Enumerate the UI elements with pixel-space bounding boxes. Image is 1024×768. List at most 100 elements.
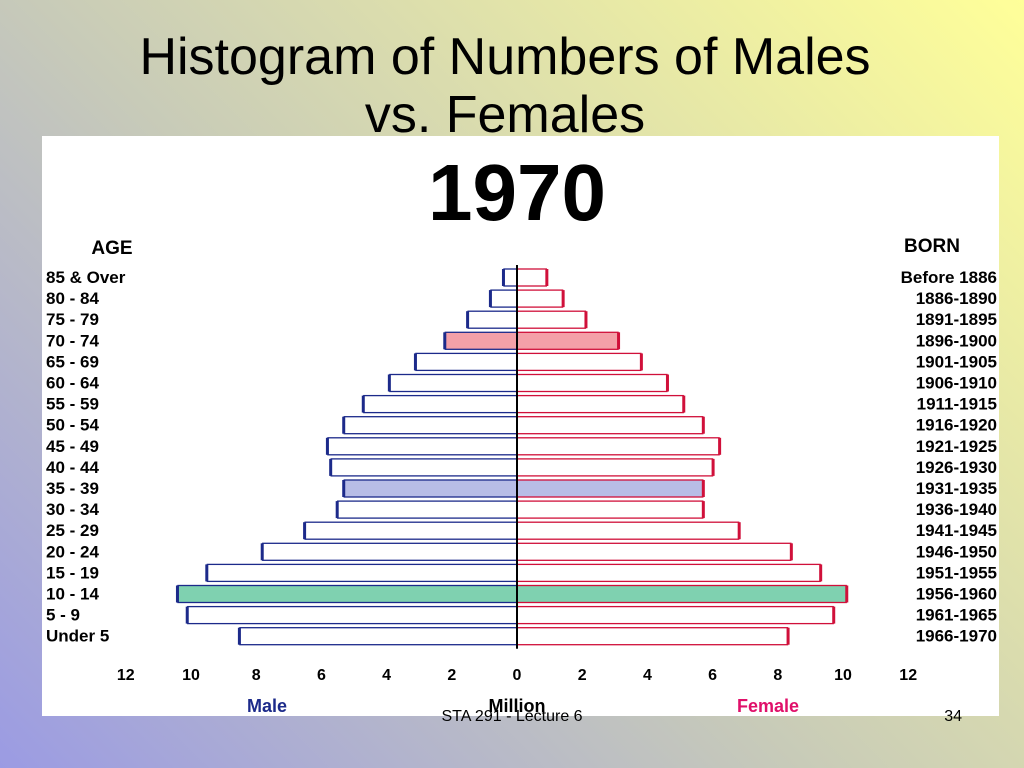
born-label: 1926-1930 (916, 458, 997, 477)
x-tick-label-right: 10 (834, 667, 852, 684)
male-bar (490, 289, 518, 308)
female-bar (516, 310, 587, 329)
female-bar-edge (789, 543, 793, 561)
female-bar (516, 627, 789, 646)
born-label: 1956-1960 (916, 585, 997, 604)
footer-text: STA 291 - Lecture 6 (441, 708, 583, 725)
born-label: 1891-1895 (916, 310, 997, 329)
female-bar (516, 500, 704, 519)
male-bar-edge (413, 353, 417, 371)
male-bar (304, 521, 518, 540)
male-bar (444, 331, 518, 350)
chart-title: 1970 (428, 148, 606, 237)
female-bar (516, 331, 619, 350)
slide-title: Histogram of Numbers of Males vs. Female… (0, 28, 1010, 144)
chart-panel: 1970 AGE BORN Million Male Female 85 & O… (42, 136, 999, 716)
age-label: 15 - 19 (46, 563, 99, 582)
male-bar-edge (185, 606, 189, 624)
female-bar-edge (617, 332, 621, 350)
born-label: 1936-1940 (916, 500, 997, 519)
male-bar-edge (488, 290, 492, 308)
male-bar-edge (329, 458, 333, 476)
female-bar-edge (711, 458, 715, 476)
born-label: 1906-1910 (916, 374, 997, 393)
male-bar (343, 479, 518, 498)
female-bar (516, 458, 714, 477)
female-bar-edge (665, 374, 669, 392)
female-bar-edge (819, 564, 823, 582)
born-label: 1896-1900 (916, 331, 997, 350)
female-bar-edge (682, 395, 686, 413)
male-bar-edge (361, 395, 365, 413)
male-bar-edge (260, 543, 264, 561)
slide-title-line1: Histogram of Numbers of Males (139, 28, 871, 86)
male-label: Male (247, 696, 287, 716)
age-label: 60 - 64 (46, 374, 99, 393)
female-bar (516, 584, 847, 604)
male-bar (343, 416, 518, 435)
male-bar-edge (303, 522, 307, 540)
age-label: 80 - 84 (46, 289, 99, 308)
x-tick-label-left: 12 (117, 667, 135, 684)
x-tick-label-left: 4 (382, 667, 391, 684)
male-bar-edge (387, 374, 391, 392)
male-bar-edge (335, 501, 339, 519)
born-label: 1951-1955 (916, 563, 997, 582)
age-label: 20 - 24 (46, 542, 99, 561)
female-bar (516, 352, 642, 372)
x-tick-label-left: 6 (317, 667, 326, 684)
female-bar-edge (701, 501, 705, 519)
age-label: 35 - 39 (46, 479, 99, 498)
male-bar-edge (175, 585, 179, 603)
male-bar (177, 584, 518, 604)
male-bar-edge (342, 416, 346, 434)
x-tick-label-right: 2 (578, 667, 587, 684)
male-bar (337, 500, 518, 519)
born-label: 1916-1920 (916, 416, 997, 435)
female-bar-edge (545, 269, 549, 286)
male-bar-edge (443, 332, 447, 350)
female-label: Female (737, 696, 799, 716)
slide-title-line2: vs. Females (364, 86, 646, 144)
age-label: 45 - 49 (46, 437, 99, 456)
age-label: 40 - 44 (46, 458, 99, 477)
female-bar (516, 289, 564, 308)
age-label: 65 - 69 (46, 352, 99, 371)
female-bar-edge (786, 627, 790, 645)
male-bar-edge (466, 311, 470, 329)
male-bar (415, 352, 518, 372)
female-bar (516, 268, 547, 287)
female-bar (516, 416, 704, 435)
x-tick-label-left: 10 (182, 667, 200, 684)
female-bar (516, 605, 834, 625)
male-bar (389, 373, 518, 393)
age-label: 85 & Over (46, 268, 126, 287)
male-bar-edge (205, 564, 209, 582)
born-label: 1941-1945 (916, 521, 997, 540)
born-label: 1901-1905 (916, 352, 997, 371)
male-bar (206, 563, 518, 583)
age-label: 25 - 29 (46, 521, 99, 540)
born-label: 1886-1890 (916, 289, 997, 308)
male-bar-edge (501, 269, 505, 286)
male-bar (330, 458, 518, 477)
age-label: 55 - 59 (46, 395, 99, 414)
born-label: 1946-1950 (916, 542, 997, 561)
male-bar-edge (342, 480, 346, 497)
age-label: 70 - 74 (46, 331, 99, 350)
female-bar (516, 394, 684, 414)
born-label: 1966-1970 (916, 627, 997, 646)
female-bar-edge (561, 290, 565, 308)
female-bar (516, 479, 704, 498)
born-label: 1921-1925 (916, 437, 997, 456)
born-label: 1961-1965 (916, 606, 997, 625)
age-label: 50 - 54 (46, 416, 99, 435)
female-bar (516, 521, 740, 540)
female-bar (516, 542, 792, 561)
x-axis-label: Million (489, 696, 546, 716)
x-tick-label-left: 2 (447, 667, 456, 684)
age-label: 10 - 14 (46, 585, 99, 604)
female-bar-edge (701, 480, 705, 497)
male-bar (503, 268, 518, 287)
female-bar (516, 373, 668, 393)
